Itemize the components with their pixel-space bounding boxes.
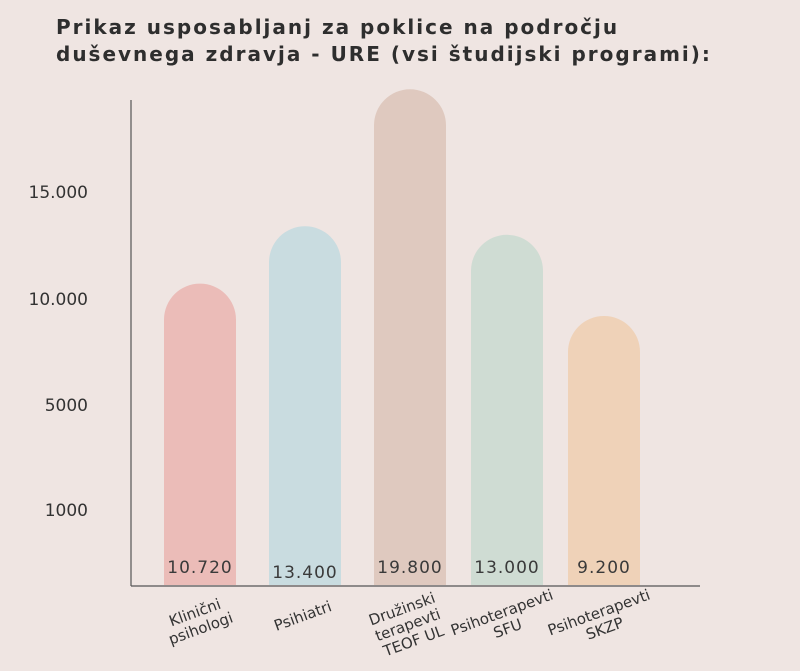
y-tick-label: 1000 xyxy=(45,501,88,521)
data-label: 9.200 xyxy=(577,558,631,578)
bar xyxy=(471,234,543,585)
y-tick-label: 15.000 xyxy=(29,183,88,203)
chart-title: Prikaz usposabljanj za poklice na področ… xyxy=(56,15,712,66)
y-tick-label: 5000 xyxy=(45,396,88,416)
bar xyxy=(374,89,446,585)
bar xyxy=(568,315,640,585)
bar xyxy=(164,283,236,585)
y-tick-label: 10.000 xyxy=(29,290,88,310)
data-label: 13.400 xyxy=(272,563,337,583)
data-label: 19.800 xyxy=(377,558,442,578)
data-label: 10.720 xyxy=(167,558,232,578)
data-label: 13.000 xyxy=(474,558,539,578)
bar xyxy=(269,226,341,585)
